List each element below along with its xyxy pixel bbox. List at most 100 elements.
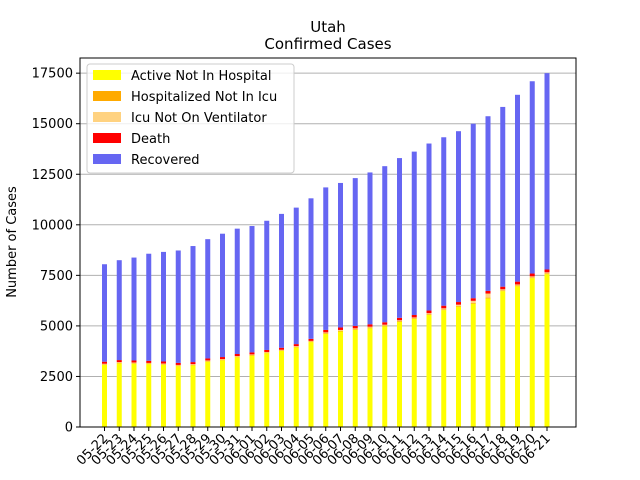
bar-segment: [102, 364, 107, 427]
y-tick-label: 17500: [32, 67, 73, 82]
bar-segment: [515, 286, 520, 427]
bar-segment: [293, 344, 299, 347]
bar-segment: [441, 308, 447, 310]
bar-segment: [220, 360, 225, 427]
bar-segment: [102, 363, 107, 365]
bars: [102, 73, 550, 427]
y-tick-label: 15000: [32, 117, 73, 132]
bar-segment: [279, 213, 284, 348]
bar-segment: [131, 360, 137, 363]
bar-segment: [220, 359, 225, 360]
bar-segment: [234, 354, 240, 357]
legend-swatch: [93, 91, 121, 101]
bar-segment: [205, 361, 211, 427]
bar-segment: [190, 364, 196, 365]
bar-segment: [441, 309, 447, 311]
bar-segment: [146, 362, 152, 364]
y-axis-ticks: 0 2500 5000 7500 10000 12500 15000 17500: [32, 67, 80, 436]
y-tick-label: 2500: [40, 370, 73, 385]
bar-segment: [234, 228, 240, 355]
y-tick-label: 7500: [40, 269, 73, 284]
bar-segment: [146, 363, 152, 365]
legend-label: Hospitalized Not In Icu: [131, 90, 277, 105]
bar-segment: [264, 220, 270, 350]
bar-segment: [102, 264, 107, 362]
bar-segment: [338, 331, 343, 427]
legend-label: Death: [131, 132, 170, 147]
bar-segment: [175, 366, 181, 427]
bar-segment: [190, 362, 196, 365]
bar-segment: [529, 276, 535, 278]
bar-segment: [426, 143, 432, 311]
legend: Active Not In Hospital Hospitalized Not I…: [86, 63, 295, 174]
bar-segment: [249, 354, 255, 356]
bar-segment: [161, 364, 166, 365]
bar-segment: [102, 364, 107, 365]
bar-segment: [175, 365, 181, 367]
chart-subtitle: Confirmed Cases: [264, 35, 391, 53]
bar-segment: [485, 297, 491, 299]
bar-segment: [205, 360, 211, 362]
bar-segment: [131, 363, 137, 364]
bar-segment: [485, 298, 491, 427]
bar-segment: [470, 123, 476, 299]
bar-segment: [190, 246, 196, 363]
x-axis-ticks: 05-2205-2305-2405-2505-2605-2705-2805-29…: [74, 427, 554, 469]
legend-swatch: [93, 70, 121, 80]
bar-segment: [456, 306, 461, 427]
bar-segment: [426, 313, 432, 315]
bar-segment: [367, 327, 373, 329]
bar-segment: [175, 362, 181, 365]
bar-segment: [352, 178, 358, 326]
bar-segment: [441, 137, 447, 306]
legend-swatch: [93, 112, 121, 122]
bar-segment: [116, 362, 122, 364]
bar-segment: [441, 305, 447, 309]
bar-segment: [529, 81, 535, 274]
bar-segment: [500, 290, 506, 292]
bar-segment: [308, 338, 314, 341]
bar-segment: [544, 274, 550, 427]
bar-segment: [411, 319, 417, 427]
bar-segment: [338, 330, 343, 332]
bar-segment: [382, 322, 388, 325]
bar-segment: [338, 327, 343, 330]
bar-segment: [544, 273, 550, 275]
bar-segment: [323, 333, 329, 427]
bar-segment: [367, 326, 373, 328]
bar-segment: [411, 317, 417, 319]
bar-segment: [323, 329, 329, 333]
bar-segment: [161, 251, 166, 362]
legend-swatch: [93, 133, 121, 143]
bar-segment: [470, 302, 476, 304]
bar-segment: [411, 314, 417, 318]
bar-segment: [456, 305, 461, 307]
bar-segment: [146, 253, 152, 361]
bar-segment: [264, 352, 270, 354]
bar-segment: [264, 351, 270, 353]
bar-segment: [220, 233, 225, 358]
bar-segment: [382, 166, 388, 323]
bar-segment: [352, 329, 358, 427]
bar-segment: [279, 350, 284, 427]
bar-segment: [544, 269, 550, 273]
bar-segment: [485, 116, 491, 291]
plot-frame: [79, 57, 577, 428]
bar-segment: [382, 325, 388, 327]
bar-segment: [426, 314, 432, 315]
bar-segment: [367, 328, 373, 427]
bar-segment: [500, 289, 506, 291]
chart-title: Utah: [310, 18, 346, 36]
bar-segment: [323, 333, 329, 334]
bar-segment: [352, 325, 358, 329]
bar-segment: [397, 158, 402, 318]
y-axis-label: Number of Cases: [5, 186, 20, 298]
bar-segment: [382, 324, 388, 326]
bar-segment: [485, 293, 491, 298]
bar-segment: [279, 349, 284, 351]
bar-segment: [338, 329, 343, 331]
bar-segment: [308, 341, 314, 343]
bar-segment: [338, 182, 343, 328]
bar-segment: [308, 342, 314, 427]
legend-label: Icu Not On Ventilator: [131, 111, 267, 126]
